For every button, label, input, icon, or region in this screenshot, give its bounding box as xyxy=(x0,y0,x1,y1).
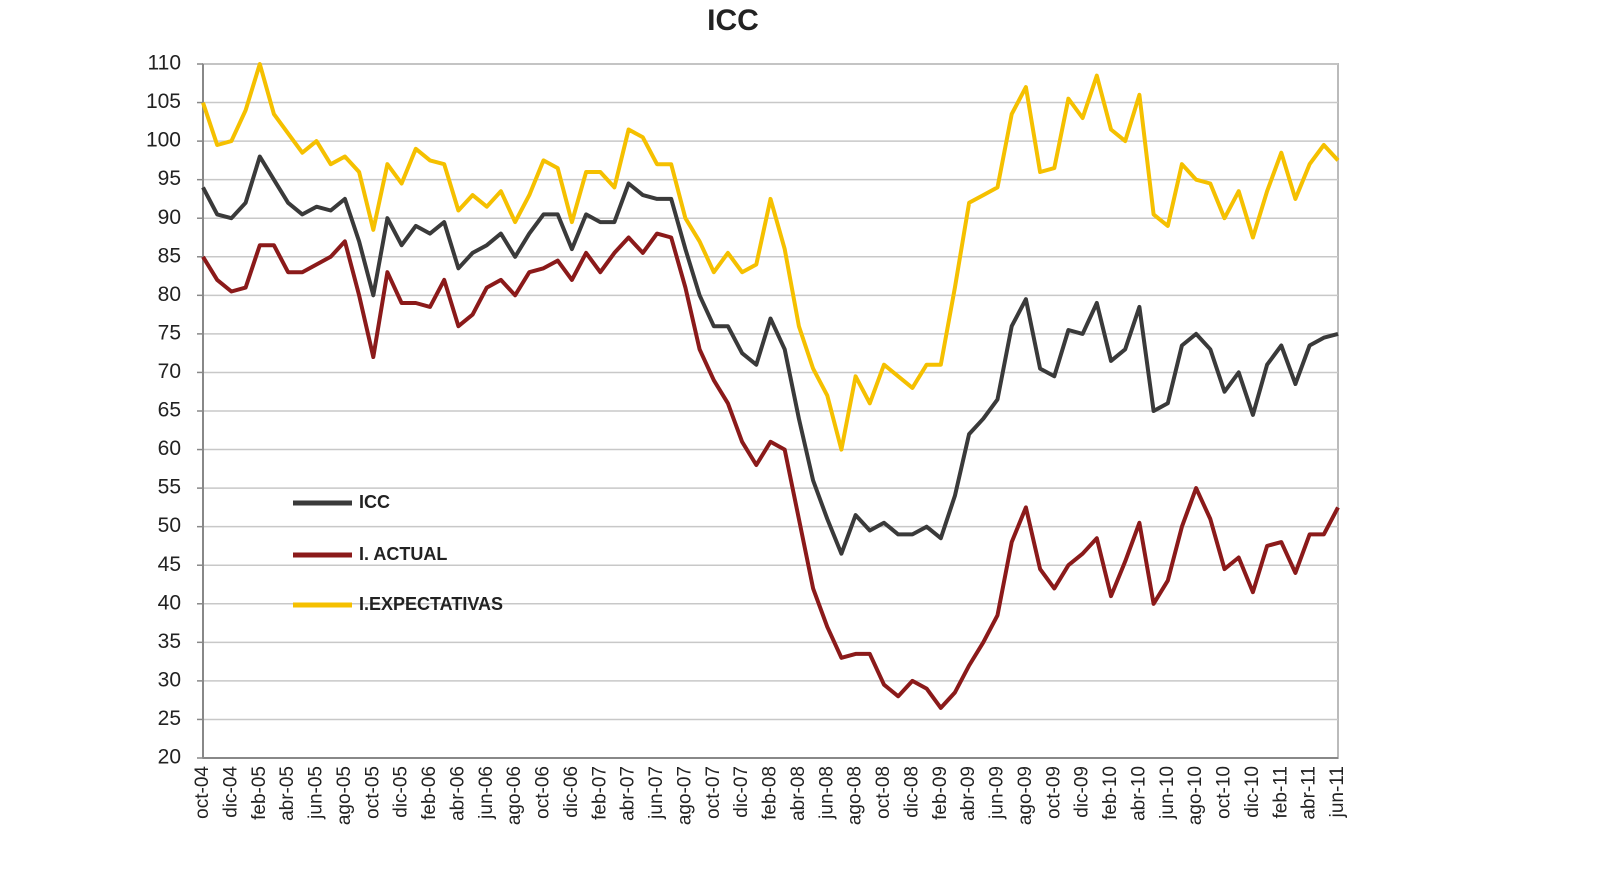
x-tick-label: jun-07 xyxy=(646,766,667,820)
x-tick-label: jun-09 xyxy=(987,766,1008,820)
x-tick-label: feb-11 xyxy=(1270,766,1291,818)
legend-label: ICC xyxy=(359,492,390,512)
x-tick-label: abr-11 xyxy=(1299,766,1320,820)
series-line xyxy=(201,231,1340,710)
x-tick-label: feb-09 xyxy=(930,766,951,820)
x-tick-label: dic-05 xyxy=(391,766,412,818)
x-tick-label: feb-07 xyxy=(589,766,610,820)
series-line xyxy=(201,154,1339,556)
x-tick-label: oct-09 xyxy=(1043,766,1064,819)
x-tick-label: ago-06 xyxy=(504,766,525,825)
y-tick-label: 55 xyxy=(158,476,181,499)
x-tick-label: dic-10 xyxy=(1242,766,1263,818)
y-tick-label: 25 xyxy=(158,707,181,730)
y-tick-label: 90 xyxy=(158,206,181,229)
x-tick-label: oct-06 xyxy=(533,766,554,819)
x-tick-label: oct-05 xyxy=(362,766,383,819)
y-tick-label: 60 xyxy=(158,437,181,460)
y-tick-label: 40 xyxy=(158,591,181,614)
x-tick-label: oct-07 xyxy=(703,766,724,819)
y-tick-label: 100 xyxy=(146,129,181,152)
x-tick-label: dic-06 xyxy=(561,766,582,818)
y-tick-label: 105 xyxy=(146,90,181,113)
y-tick-label: 65 xyxy=(158,399,181,422)
x-tick-label: abr-06 xyxy=(447,766,468,821)
x-tick-label: dic-07 xyxy=(731,766,752,818)
x-tick-label: jun-05 xyxy=(306,766,327,820)
x-tick-label: dic-04 xyxy=(220,766,241,818)
y-tick-label: 75 xyxy=(158,321,181,344)
x-tick-label: jun-11 xyxy=(1327,766,1348,818)
series-line xyxy=(201,62,1340,452)
y-tick-label: 45 xyxy=(158,553,181,576)
x-tick-label: ago-07 xyxy=(674,766,695,825)
chart-title: ICC xyxy=(707,4,759,37)
x-tick-label: feb-06 xyxy=(419,766,440,820)
y-tick-label: 95 xyxy=(158,167,181,190)
y-tick-label: 20 xyxy=(158,746,181,769)
x-tick-label: oct-10 xyxy=(1214,766,1235,819)
x-tick-label: abr-05 xyxy=(277,766,298,821)
x-tick-label: abr-10 xyxy=(1128,766,1149,821)
legend-label: I. ACTUAL xyxy=(359,544,447,564)
x-tick-label: feb-05 xyxy=(249,766,270,820)
x-tick-label: feb-10 xyxy=(1100,766,1121,820)
y-tick-label: 70 xyxy=(158,360,181,383)
legend-label: I.EXPECTATIVAS xyxy=(359,594,503,614)
y-tick-label: 30 xyxy=(158,668,181,691)
x-tick-label: ago-09 xyxy=(1015,766,1036,825)
x-tick-label: ago-05 xyxy=(334,766,355,825)
y-tick-label: 80 xyxy=(158,283,181,306)
x-tick-label: oct-08 xyxy=(873,766,894,819)
y-tick-label: 110 xyxy=(148,52,181,75)
y-tick-label: 85 xyxy=(158,244,181,267)
x-tick-label: jun-06 xyxy=(476,766,497,820)
x-tick-label: feb-08 xyxy=(760,766,781,820)
x-tick-label: dic-09 xyxy=(1072,766,1093,818)
y-tick-label: 35 xyxy=(158,630,181,653)
x-tick-label: jun-08 xyxy=(816,766,837,820)
y-tick-label: 50 xyxy=(158,514,181,537)
x-tick-label: abr-09 xyxy=(958,766,979,821)
x-tick-label: ago-08 xyxy=(845,766,866,825)
x-tick-label: abr-07 xyxy=(618,766,639,821)
x-tick-label: dic-08 xyxy=(901,766,922,818)
x-tick-label: ago-10 xyxy=(1185,766,1206,825)
x-tick-label: oct-04 xyxy=(192,766,213,819)
x-tick-label: jun-10 xyxy=(1157,766,1178,820)
x-tick-label: abr-08 xyxy=(788,766,809,821)
